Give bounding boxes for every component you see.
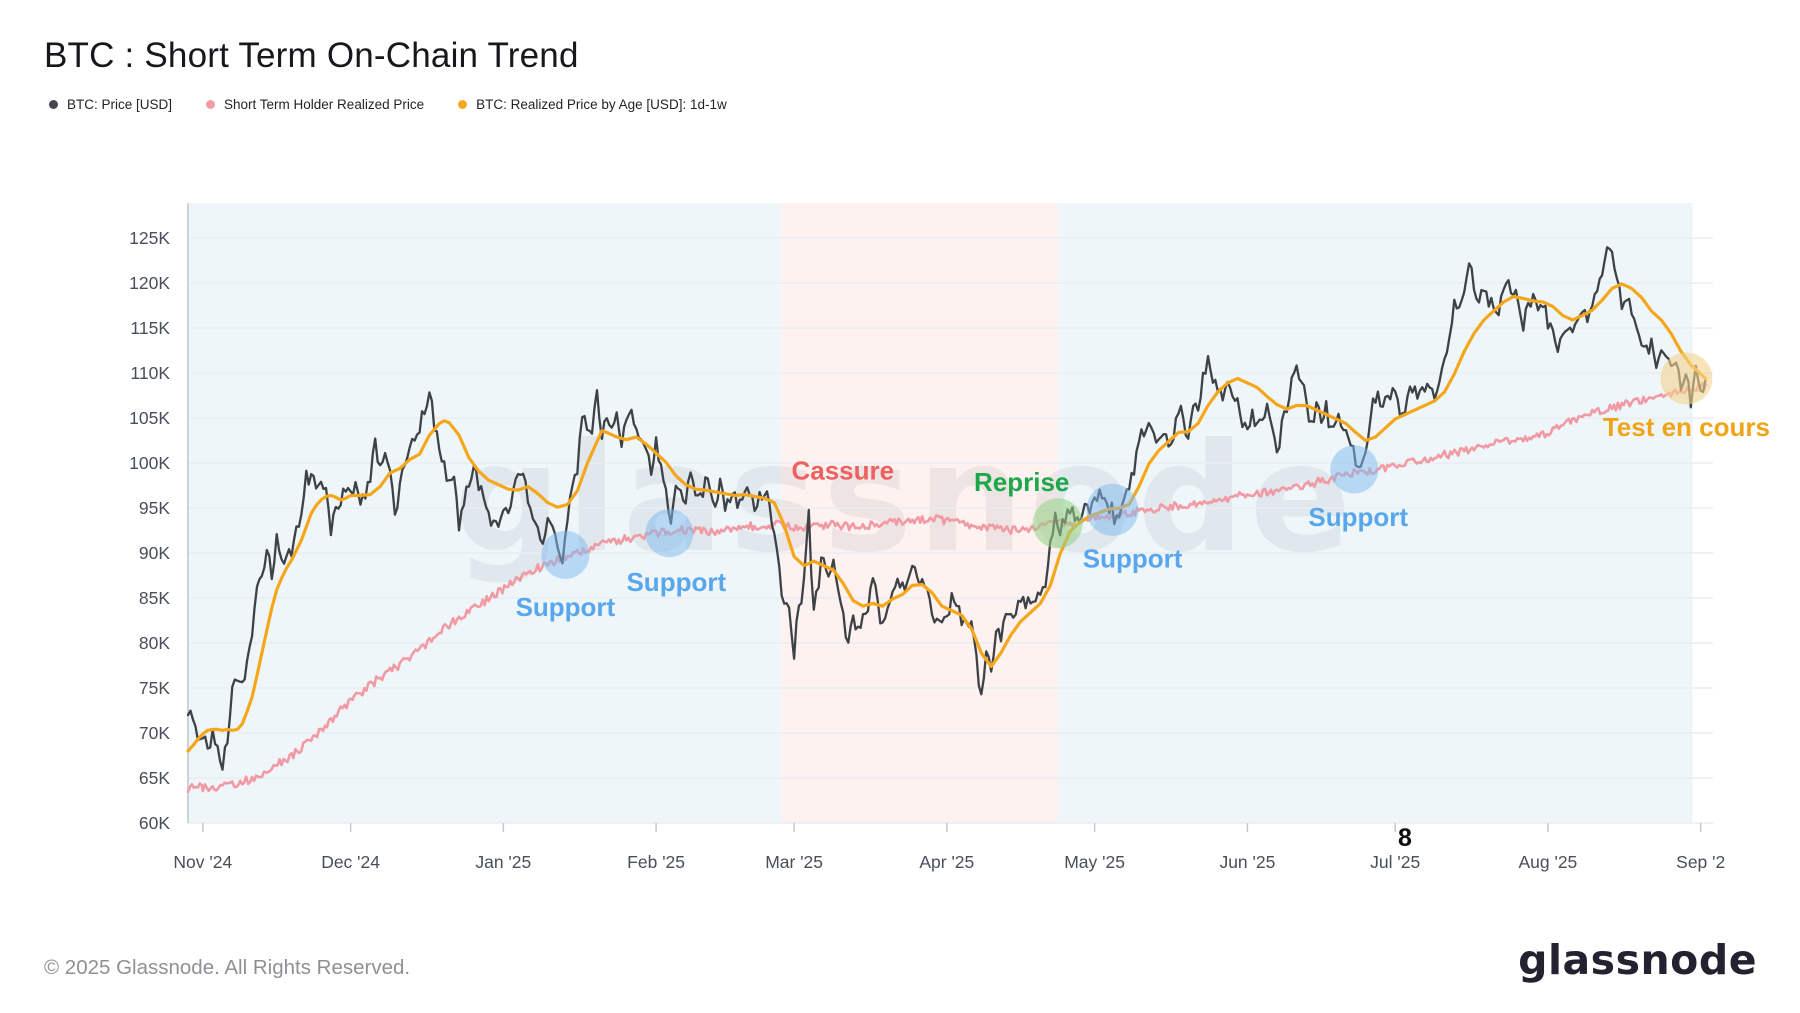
y-axis-label: 125K	[129, 228, 170, 248]
chart-legend: BTC: Price [USD] Short Term Holder Reali…	[49, 97, 727, 112]
series-realized-price-1d-1w-line	[186, 282, 1708, 753]
y-axis-label: 70K	[139, 723, 170, 743]
stray-digit-label: 8	[1398, 824, 1412, 852]
legend-dot-icon	[206, 100, 216, 109]
y-axis-label: 85K	[139, 588, 170, 608]
x-axis-label: Mar '25	[765, 852, 823, 872]
y-axis-label: 80K	[139, 633, 170, 653]
highlight-circle-reprise	[1032, 498, 1083, 549]
y-axis-label: 120K	[129, 273, 170, 293]
y-axis-label: 110K	[130, 363, 170, 383]
annotation-label-support: Support	[1083, 544, 1183, 574]
y-axis-label: 60K	[139, 813, 170, 833]
x-axis-label: Apr '25	[919, 852, 974, 872]
highlight-circle-support	[1086, 483, 1139, 536]
annotation-label-support: Support	[626, 567, 726, 597]
annotation-label-cassure: Cassure	[791, 455, 894, 485]
y-axis-label: 75K	[139, 678, 170, 698]
x-axis-label: Sep '2	[1676, 852, 1725, 872]
legend-dot-icon	[49, 100, 58, 109]
x-axis-label: Jan '25	[475, 852, 531, 872]
highlight-circle-support	[541, 530, 590, 579]
x-axis-label: Jul '25	[1370, 852, 1420, 872]
x-axis-label: Dec '24	[321, 852, 380, 872]
legend-item-btc-price[interactable]: BTC: Price [USD]	[49, 97, 172, 112]
legend-label: BTC: Realized Price by Age [USD]: 1d-1w	[476, 97, 727, 112]
x-axis-label: Feb '25	[627, 852, 685, 872]
legend-dot-icon	[458, 100, 468, 109]
y-axis-label: 95K	[139, 498, 170, 518]
legend-item-sth-realized-price[interactable]: Short Term Holder Realized Price	[206, 97, 424, 112]
glassnode-logo: glassnode	[1518, 936, 1757, 984]
background-band	[1057, 203, 1693, 823]
y-axis-label: 100K	[129, 453, 170, 473]
highlight-circle-support	[645, 509, 694, 558]
highlight-circle-support	[1330, 445, 1379, 494]
x-axis-label: May '25	[1064, 852, 1125, 872]
page-title: BTC : Short Term On-Chain Trend	[44, 36, 579, 75]
x-axis-label: Jun '25	[1219, 852, 1275, 872]
annotation-label-support: Support	[516, 592, 616, 622]
annotation-label-reprise: Reprise	[974, 467, 1069, 497]
series-sth-realized-price-line	[186, 381, 1707, 794]
background-band	[781, 203, 1058, 823]
watermark-text: glassnode	[454, 412, 1357, 586]
legend-label: Short Term Holder Realized Price	[224, 97, 425, 112]
x-axis-label: Aug '25	[1518, 852, 1577, 872]
annotation-label-test-en-cours: Test en cours	[1603, 412, 1770, 442]
legend-label: BTC: Price [USD]	[67, 97, 173, 112]
series-btc-price-line	[186, 246, 1707, 771]
y-axis-label: 115K	[130, 318, 170, 338]
legend-item-realized-price-by-age[interactable]: BTC: Realized Price by Age [USD]: 1d-1w	[458, 97, 727, 112]
copyright-text: © 2025 Glassnode. All Rights Reserved.	[44, 956, 411, 979]
x-axis-label: Nov '24	[173, 852, 232, 872]
y-axis-label: 105K	[129, 408, 170, 428]
y-axis-label: 65K	[139, 768, 170, 788]
highlight-circle-test-en-cours	[1660, 352, 1713, 405]
annotation-label-support: Support	[1308, 502, 1408, 532]
y-axis-label: 90K	[139, 543, 170, 563]
